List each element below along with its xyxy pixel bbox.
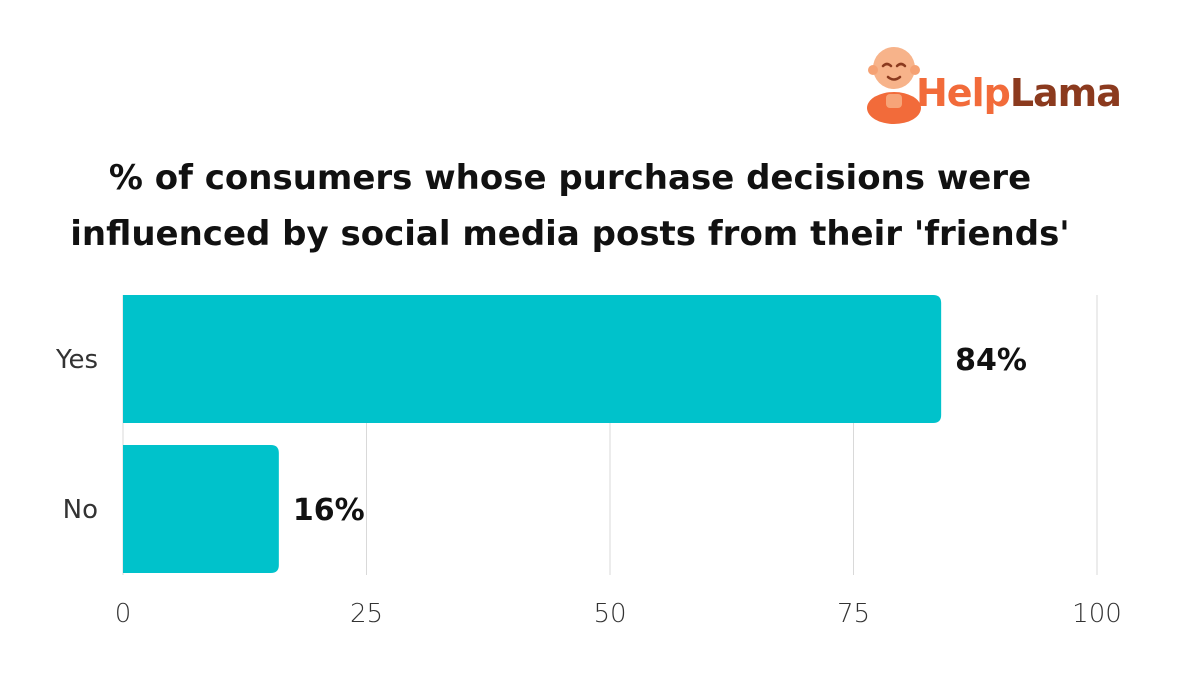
logo-lama-text: Lama bbox=[1009, 71, 1122, 115]
chart-title-line-1: % of consumers whose purchase decisions … bbox=[108, 158, 1032, 198]
x-tick-label-75: 75 bbox=[837, 599, 870, 629]
bar-chart: 0 25 50 75 100 Yes 84% No 16% bbox=[55, 295, 1122, 629]
data-label-yes: 84% bbox=[955, 343, 1027, 378]
data-label-no: 16% bbox=[293, 493, 365, 528]
x-tick-label-100: 100 bbox=[1072, 599, 1122, 629]
chart-title: % of consumers whose purchase decisions … bbox=[0, 150, 1140, 262]
logo-wordmark: HelpLama bbox=[916, 71, 1122, 115]
logo-help-text: Help bbox=[916, 71, 1011, 115]
monk-mascot-icon bbox=[867, 47, 921, 124]
helplama-logo: HelpLama bbox=[866, 42, 1122, 126]
x-tick-label-25: 25 bbox=[350, 599, 383, 629]
x-tick-label-50: 50 bbox=[593, 599, 626, 629]
category-label-no: No bbox=[63, 495, 98, 525]
chart-title-line-2: influenced by social media posts from th… bbox=[70, 214, 1070, 254]
bar-no bbox=[123, 445, 279, 573]
category-label-yes: Yes bbox=[55, 345, 98, 375]
bar-yes bbox=[123, 295, 942, 423]
x-tick-label-0: 0 bbox=[115, 599, 132, 629]
